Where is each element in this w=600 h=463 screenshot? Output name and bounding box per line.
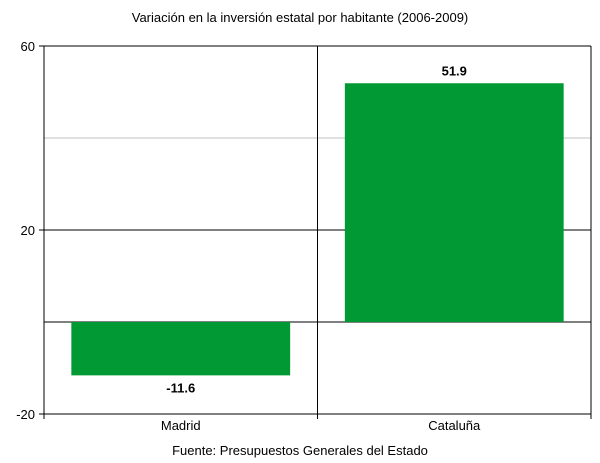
bars xyxy=(71,83,564,376)
data-labels: -11.6 51.9 xyxy=(166,63,467,395)
data-label: -11.6 xyxy=(166,380,195,395)
x-tick-label: Cataluña xyxy=(428,418,481,433)
bar-cataluña xyxy=(344,83,564,322)
source-note: Fuente: Presupuestos Generales del Estad… xyxy=(172,443,428,458)
data-label: 51.9 xyxy=(442,63,467,78)
y-tick-label: 60 xyxy=(21,39,35,54)
x-tick-label: Madrid xyxy=(161,418,201,433)
y-axis: -20 20 60 xyxy=(16,39,44,422)
bar-madrid xyxy=(71,322,291,376)
chart-title: Variación en la inversión estatal por ha… xyxy=(132,10,469,25)
x-axis: Madrid Cataluña xyxy=(43,414,592,433)
y-tick-label: 20 xyxy=(21,223,35,238)
y-tick-label: -20 xyxy=(16,407,35,422)
